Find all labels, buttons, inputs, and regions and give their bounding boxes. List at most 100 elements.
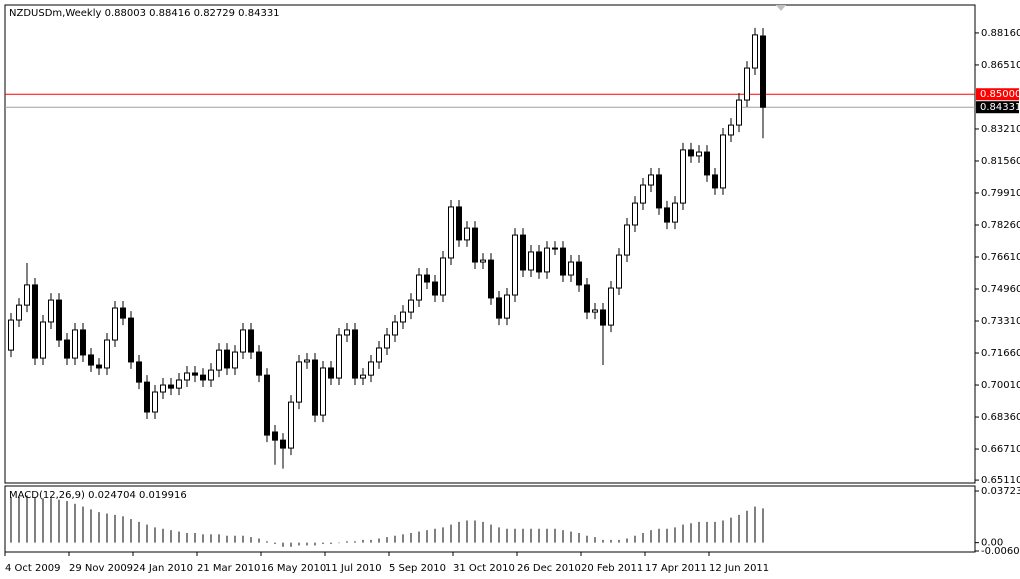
macd-bar (306, 542, 308, 546)
candle-body (632, 202, 638, 226)
y-tick-label: 0.79910 (981, 188, 1020, 199)
macd-bar (754, 506, 756, 543)
candle-body (40, 321, 46, 359)
candle-body (240, 329, 246, 353)
y-tick-label: 0.68360 (981, 412, 1020, 423)
candle-body (504, 294, 510, 319)
candle-body (456, 206, 462, 241)
macd-bar (514, 528, 516, 543)
candle-body (528, 251, 534, 271)
candle-body (64, 339, 70, 359)
macd-bar (722, 520, 724, 543)
y-tick-label: 0.65110 (981, 475, 1020, 486)
macd-bar (314, 542, 316, 546)
macd-bar (410, 532, 412, 543)
macd-bar (578, 532, 580, 543)
macd-bar (730, 517, 732, 543)
macd-bar (474, 520, 476, 543)
candle-body (704, 151, 710, 176)
y-tick-label: 0.66710 (981, 444, 1020, 455)
candle-body (472, 227, 478, 263)
y-tick-label: -0.006016 (981, 546, 1020, 557)
y-tick-label: 0.037234 (981, 486, 1020, 497)
candle-body (216, 349, 222, 371)
candle-body (224, 349, 230, 369)
candle-body (256, 351, 262, 376)
macd-bar (194, 532, 196, 543)
candle-body (656, 174, 662, 209)
main-panel (4, 4, 976, 484)
candle-body (728, 124, 734, 136)
macd-bar (522, 528, 524, 543)
macd-bar (10, 496, 12, 543)
macd-bar (82, 506, 84, 543)
y-tick-label: 0.73310 (981, 316, 1020, 327)
candle-body (304, 359, 310, 363)
candle-body (624, 224, 630, 256)
macd-bar (570, 531, 572, 543)
candle-body (648, 174, 654, 186)
x-tick-label: 5 Sep 2010 (389, 563, 446, 574)
macd-bar (282, 542, 284, 547)
candle-body (16, 304, 22, 321)
candle-body (88, 354, 94, 366)
y-tick-label: 0.74960 (981, 284, 1020, 295)
candle-body (272, 431, 278, 441)
macd-bar (642, 532, 644, 543)
macd-bar (610, 539, 612, 543)
macd-bar (178, 531, 180, 543)
macd-bar (490, 524, 492, 543)
price-label: 0.84331 (980, 102, 1020, 113)
candle-body (480, 259, 486, 263)
candle-body (448, 206, 454, 259)
macd-bar (418, 531, 420, 543)
y-tick-label: 0.00 (981, 538, 1003, 549)
macd-bar (90, 509, 92, 543)
macd-bar (130, 519, 132, 543)
macd-bar (690, 523, 692, 543)
macd-bar (274, 542, 276, 545)
macd-bar (242, 535, 244, 543)
macd-bar (58, 499, 60, 543)
y-tick-label: 0.70010 (981, 380, 1020, 391)
y-tick-label: 0.88160 (981, 28, 1020, 39)
macd-bar (122, 516, 124, 543)
candle-body (552, 247, 558, 250)
y-tick-label: 0.86510 (981, 60, 1020, 71)
macd-bar (50, 498, 52, 543)
candle-body (416, 274, 422, 301)
x-tick-label: 12 Jun 2011 (709, 563, 769, 574)
header: NZDUSDm,Weekly 0.88003 0.88416 0.82729 0… (9, 8, 280, 19)
y-tick-label: 0.78260 (981, 220, 1020, 231)
macd-bar (386, 537, 388, 543)
macd-bar (330, 542, 332, 545)
macd-bar (634, 535, 636, 543)
candle-body (176, 379, 182, 389)
macd-panel (4, 485, 976, 553)
candle-body (368, 361, 374, 376)
macd-bar (530, 528, 532, 543)
candle-body (104, 339, 110, 369)
macd-bar (658, 528, 660, 543)
macd-bar (98, 512, 100, 543)
candle-body (144, 381, 150, 413)
candle-body (24, 284, 30, 306)
candle-body (576, 261, 582, 286)
macd-bar (498, 527, 500, 543)
macd-bar (482, 521, 484, 543)
macd-bar (146, 524, 148, 543)
macd-bar (298, 542, 300, 546)
macd-bar (250, 537, 252, 543)
candle-body (336, 334, 342, 379)
candle-body (360, 374, 366, 379)
candle-body (488, 259, 494, 299)
candle-body (328, 367, 334, 379)
macd-bar (426, 530, 428, 543)
candle-body (232, 351, 238, 369)
macd-bar (354, 541, 356, 543)
macd-bar (66, 501, 68, 543)
candle-body (432, 281, 438, 296)
macd-bar (34, 496, 36, 543)
candle-body (80, 329, 86, 356)
